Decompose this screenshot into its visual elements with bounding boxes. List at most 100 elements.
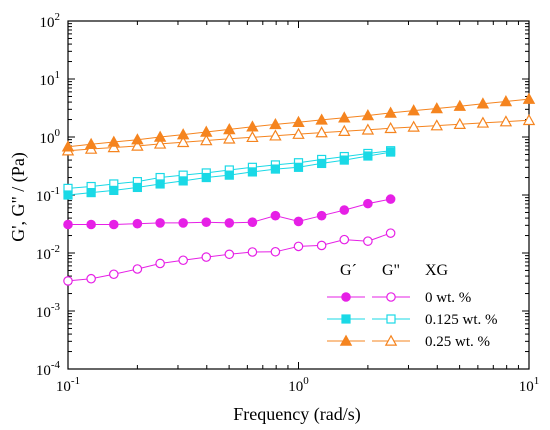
data-point-storage-0 (339, 205, 350, 215)
legend-label: 0 wt. % (425, 290, 471, 306)
legend-marker-loss (386, 292, 396, 302)
data-point-loss-2 (223, 132, 236, 144)
data-point-storage-0 (270, 210, 281, 221)
data-point-storage-2 (200, 125, 213, 137)
data-point-loss-2 (200, 134, 213, 146)
data-point-loss-0 (363, 236, 373, 246)
data-point-storage-1 (363, 151, 373, 161)
data-point-loss-0 (155, 258, 165, 269)
data-point-storage-1 (247, 167, 258, 177)
data-point-storage-0 (63, 219, 73, 230)
y-tick-label: 101 (40, 69, 61, 89)
legend-marker-storage (339, 334, 353, 346)
y-tick-label: 10-2 (36, 243, 60, 263)
data-point-loss-2 (269, 129, 282, 141)
data-point-loss-0 (293, 241, 304, 252)
data-point-storage-0 (385, 194, 396, 204)
legend: G´ G" XG 0 wt. % 0.125 wt. % 0.25 wt. % (327, 262, 498, 350)
data-point-loss-0 (224, 249, 235, 260)
data-point-storage-2 (361, 109, 375, 121)
data-point-storage-2 (246, 120, 259, 132)
data-point-storage-0 (155, 218, 165, 228)
data-point-storage-2 (315, 113, 328, 125)
data-point-storage-0 (132, 218, 143, 229)
data-point-storage-0 (178, 218, 188, 228)
data-point-storage-2 (384, 106, 397, 118)
data-point-loss-2 (430, 119, 443, 131)
data-point-storage-2 (338, 111, 351, 123)
data-point-storage-1 (155, 179, 165, 189)
plot-area: 10-1 100 101 10-4 10-3 10-2 10-1 100 101 102 (36, 11, 539, 395)
legend-header-storage: G´ (340, 262, 357, 279)
x-tick-label: 10-1 (56, 375, 80, 395)
data-point-storage-1 (224, 170, 234, 180)
data-point-storage-0 (316, 210, 327, 221)
data-point-storage-0 (201, 217, 212, 227)
data-point-loss-2 (453, 117, 467, 129)
data-point-storage-2 (430, 102, 443, 114)
data-point-loss-2 (476, 116, 490, 128)
data-point-loss-2 (522, 113, 536, 126)
data-point-loss-0 (178, 255, 188, 266)
data-point-loss-0 (385, 228, 396, 238)
data-point-storage-2 (84, 137, 98, 150)
y-axis-title: G', G" / (Pa) (8, 152, 29, 242)
y-tick-label: 10-3 (36, 301, 61, 321)
data-point-loss-2 (246, 130, 259, 143)
data-point-storage-2 (223, 123, 236, 135)
data-point-loss-2 (292, 127, 305, 139)
legend-marker-loss (386, 314, 396, 324)
data-point-loss-0 (316, 240, 327, 251)
data-point-storage-2 (131, 133, 144, 145)
data-point-storage-0 (247, 217, 258, 227)
data-point-storage-2 (176, 128, 190, 140)
data-point-storage-2 (522, 92, 536, 104)
data-point-storage-2 (153, 130, 167, 142)
data-point-loss-0 (108, 269, 119, 280)
data-point-loss-0 (63, 276, 73, 286)
data-point-storage-2 (269, 117, 282, 130)
data-point-loss-0 (86, 273, 96, 284)
data-point-loss-2 (384, 121, 397, 134)
data-point-storage-0 (86, 219, 96, 230)
data-point-storage-1 (270, 164, 281, 174)
data-point-loss-2 (176, 135, 190, 148)
data-point-storage-1 (132, 182, 142, 193)
y-tick-label: 10-1 (36, 185, 60, 205)
data-point-loss-0 (247, 247, 258, 257)
data-point-loss-0 (270, 246, 281, 257)
data-point-loss-2 (107, 141, 121, 153)
data-point-storage-2 (292, 115, 305, 127)
data-point-storage-1 (109, 185, 119, 196)
data-point-loss-2 (153, 137, 167, 149)
data-point-storage-2 (407, 104, 420, 116)
data-point-storage-0 (224, 218, 235, 228)
data-point-storage-1 (63, 190, 73, 200)
data-point-storage-1 (317, 158, 327, 169)
data-point-storage-1 (339, 155, 349, 165)
data-point-storage-2 (61, 140, 75, 152)
legend-marker-loss (384, 334, 398, 346)
legend-header-concentration: XG (425, 262, 449, 279)
legend-marker-storage (341, 314, 351, 324)
data-point-storage-2 (476, 97, 490, 109)
data-point-loss-0 (201, 252, 212, 262)
legend-header-loss: G" (382, 262, 400, 279)
data-point-storage-0 (363, 198, 373, 209)
data-point-loss-2 (499, 115, 513, 127)
data-point-storage-2 (499, 95, 513, 107)
x-tick-label: 101 (519, 375, 540, 395)
legend-label: 0.125 wt. % (425, 312, 498, 328)
legend-marker-storage (341, 292, 351, 302)
data-point-loss-0 (132, 264, 143, 274)
y-tick-label: 10-4 (36, 359, 61, 379)
data-point-loss-2 (131, 139, 144, 151)
data-point-loss-2 (361, 123, 375, 135)
data-point-storage-2 (453, 99, 467, 111)
data-point-storage-0 (108, 219, 119, 230)
y-tick-label: 102 (40, 11, 61, 31)
data-point-storage-1 (293, 162, 304, 172)
data-point-storage-1 (201, 172, 211, 183)
data-point-loss-2 (338, 124, 351, 136)
